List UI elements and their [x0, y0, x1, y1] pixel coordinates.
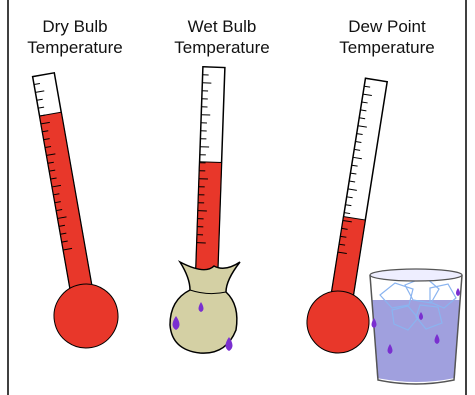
- label-line: Temperature: [174, 38, 269, 57]
- label-line: Temperature: [339, 38, 434, 57]
- label-line: Wet Bulb: [188, 17, 257, 36]
- label-line: Dew Point: [348, 17, 426, 36]
- diagram: Dry Bulb Temperature Wet Bulb Temperatur…: [0, 0, 475, 395]
- glass-of-ice-water: [370, 269, 462, 384]
- label-line: Temperature: [27, 38, 122, 57]
- dry-bulb-thermometer: [12, 69, 123, 353]
- label-line: Dry Bulb: [42, 17, 107, 36]
- wet-cloth: [170, 262, 240, 353]
